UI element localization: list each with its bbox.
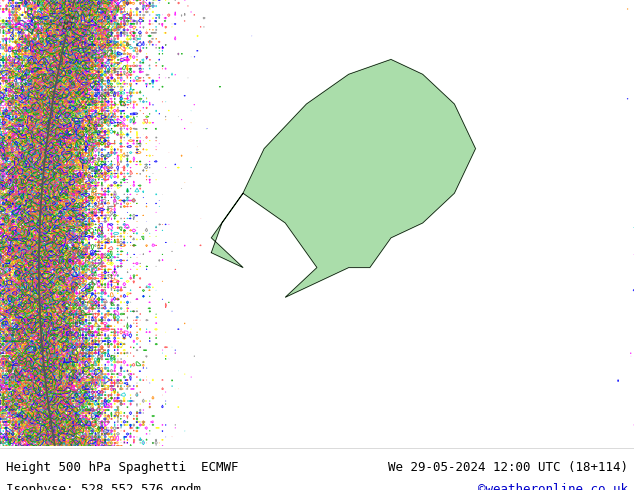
Text: 552: 552 <box>62 11 76 31</box>
Text: ©weatheronline.co.uk: ©weatheronline.co.uk <box>477 483 628 490</box>
Text: Isophyse: 528 552 576 gpdm: Isophyse: 528 552 576 gpdm <box>6 483 202 490</box>
Polygon shape <box>211 59 476 297</box>
Text: Height 500 hPa Spaghetti  ECMWF: Height 500 hPa Spaghetti ECMWF <box>6 462 239 474</box>
Text: We 29-05-2024 12:00 UTC (18+114): We 29-05-2024 12:00 UTC (18+114) <box>387 462 628 474</box>
